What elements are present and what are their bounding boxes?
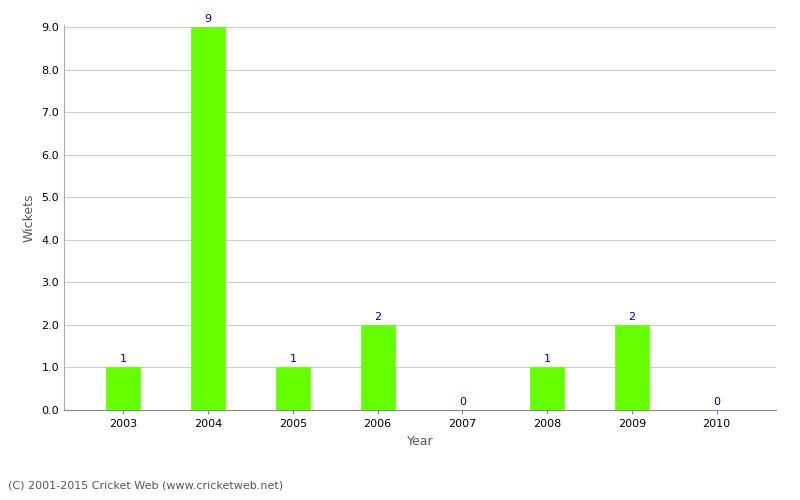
Bar [106, 368, 140, 410]
Text: 2: 2 [374, 312, 381, 322]
Bar [361, 325, 394, 410]
Text: 2: 2 [628, 312, 635, 322]
X-axis label: Year: Year [406, 434, 434, 448]
Y-axis label: Wickets: Wickets [23, 193, 36, 242]
Text: 1: 1 [544, 354, 550, 364]
Text: 0: 0 [459, 397, 466, 407]
Bar [276, 368, 310, 410]
Text: 1: 1 [290, 354, 296, 364]
Bar [615, 325, 649, 410]
Text: 1: 1 [120, 354, 127, 364]
Text: 0: 0 [713, 397, 720, 407]
Text: 9: 9 [205, 14, 212, 24]
Bar [530, 368, 564, 410]
Text: (C) 2001-2015 Cricket Web (www.cricketweb.net): (C) 2001-2015 Cricket Web (www.cricketwe… [8, 480, 283, 490]
Bar [191, 27, 225, 410]
